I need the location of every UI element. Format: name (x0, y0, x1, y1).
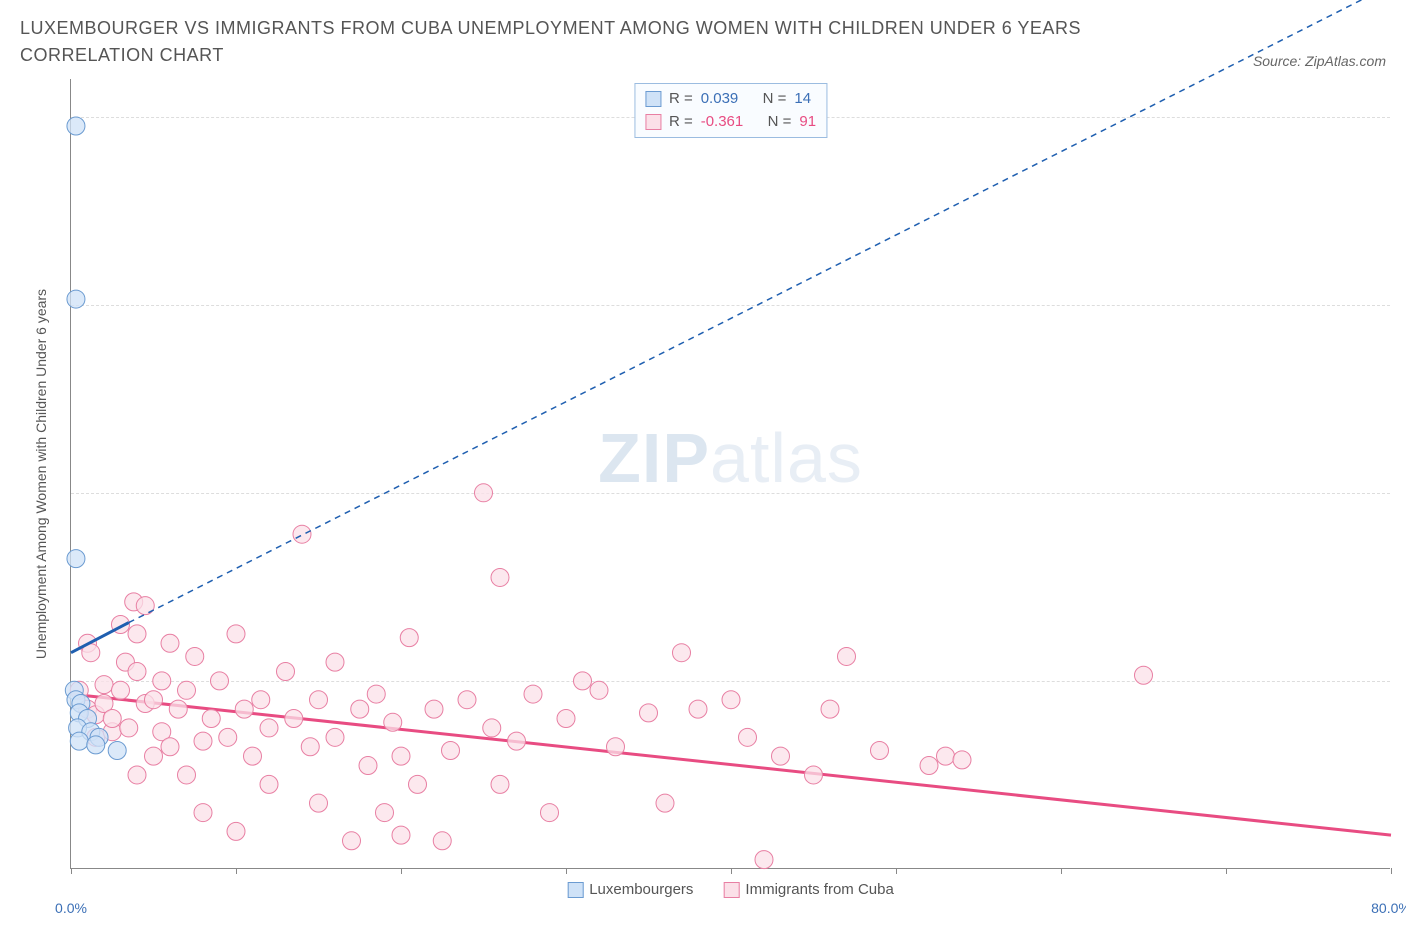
n-value-cuba: 91 (799, 111, 816, 134)
stats-row-lux: R = 0.039 N = 14 (645, 88, 816, 111)
source-credit: Source: ZipAtlas.com (1253, 53, 1386, 69)
chart-plot-area: Unemployment Among Women with Children U… (70, 79, 1390, 869)
swatch-lux (567, 882, 583, 898)
legend-label-cuba: Immigrants from Cuba (745, 881, 893, 898)
legend-item-cuba: Immigrants from Cuba (723, 881, 893, 898)
x-tick-label: 80.0% (1371, 900, 1406, 916)
r-value-cuba: -0.361 (701, 111, 744, 134)
x-tick-label: 0.0% (55, 900, 87, 916)
chart-title: LUXEMBOURGER VS IMMIGRANTS FROM CUBA UNE… (20, 15, 1120, 69)
stats-legend-box: R = 0.039 N = 14 R = -0.361 N = 91 (634, 83, 827, 138)
bottom-legend: Luxembourgers Immigrants from Cuba (567, 881, 894, 898)
y-axis-label: Unemployment Among Women with Children U… (33, 288, 49, 658)
r-label: R = (669, 88, 693, 111)
legend-label-lux: Luxembourgers (589, 881, 693, 898)
r-label: R = (669, 111, 693, 134)
n-value-lux: 14 (794, 88, 811, 111)
r-value-lux: 0.039 (701, 88, 739, 111)
swatch-cuba (645, 114, 661, 130)
swatch-lux (645, 91, 661, 107)
n-label: N = (768, 111, 792, 134)
header-row: LUXEMBOURGER VS IMMIGRANTS FROM CUBA UNE… (20, 15, 1386, 69)
n-label: N = (763, 88, 787, 111)
swatch-cuba (723, 882, 739, 898)
scatter-svg (71, 79, 1390, 868)
legend-item-lux: Luxembourgers (567, 881, 693, 898)
stats-row-cuba: R = -0.361 N = 91 (645, 111, 816, 134)
